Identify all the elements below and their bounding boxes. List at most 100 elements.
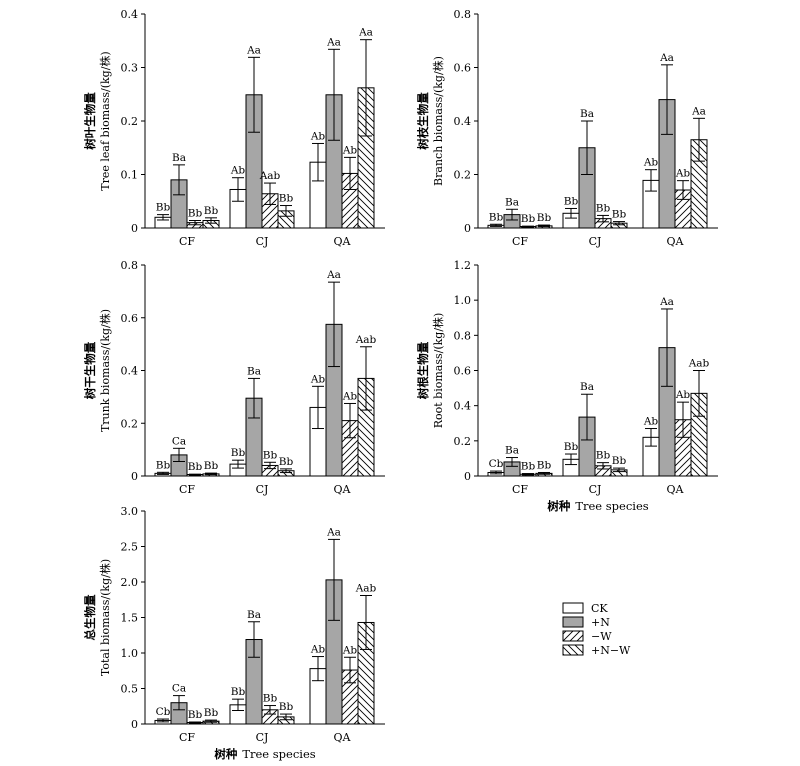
significance-label: Cb [489, 458, 504, 470]
x-tick-label: CJ [589, 235, 602, 248]
significance-label: Ab [342, 644, 358, 656]
significance-label: Aab [355, 334, 377, 346]
y-axis-title-cn: 树叶生物量 [83, 92, 97, 150]
significance-label: Bb [204, 707, 219, 719]
significance-label: Aab [259, 170, 281, 182]
y-tick-label: 0 [131, 718, 138, 731]
y-tick-label: 0.2 [454, 169, 472, 182]
significance-label: Ab [310, 644, 326, 656]
significance-label: Aa [326, 269, 341, 281]
significance-label: Ba [505, 196, 519, 208]
y-tick-label: 1.0 [454, 294, 472, 307]
x-tick-label: QA [667, 235, 685, 248]
significance-label: Ca [172, 683, 186, 695]
y-tick-label: 0.2 [121, 115, 139, 128]
significance-label: Bb [489, 211, 504, 223]
significance-label: Bb [537, 459, 552, 471]
y-tick-label: 0.4 [454, 115, 472, 128]
y-tick-label: 0.4 [121, 365, 139, 378]
y-tick-label: 1.5 [121, 612, 139, 625]
significance-label: Bb [188, 709, 203, 721]
y-tick-label: 0.6 [454, 365, 472, 378]
significance-label: Ba [505, 445, 519, 457]
y-tick-label: 0.2 [454, 435, 472, 448]
y-tick-label: 0 [464, 222, 471, 235]
significance-label: Bb [612, 209, 627, 221]
significance-label: Bb [263, 449, 278, 461]
x-tick-label: CJ [589, 483, 602, 496]
x-axis-title: 树种 Tree species [547, 499, 648, 513]
y-tick-label: 0.6 [454, 62, 472, 75]
significance-label: Ab [342, 144, 358, 156]
x-tick-label: QA [667, 483, 685, 496]
y-tick-label: 0.1 [121, 169, 139, 182]
significance-label: Bb [521, 213, 536, 225]
significance-label: Ab [310, 373, 326, 385]
significance-label: Ab [643, 416, 659, 428]
x-tick-label: QA [334, 483, 352, 496]
significance-label: Bb [231, 447, 246, 459]
significance-label: Aab [688, 358, 710, 370]
y-tick-label: 0.3 [121, 62, 139, 75]
y-tick-label: 2.0 [121, 576, 139, 589]
y-axis-title-cn: 树干生物量 [83, 341, 97, 399]
significance-label: Bb [564, 441, 579, 453]
y-axis-title-en: Total biomass/(kg/株) [98, 559, 112, 676]
x-tick-label: CF [179, 483, 195, 496]
significance-label: Ca [172, 435, 186, 447]
significance-label: Ab [230, 165, 246, 177]
x-axis-title-en: Tree species [242, 747, 315, 761]
y-tick-label: 0 [464, 470, 471, 483]
significance-label: Ba [247, 365, 261, 377]
significance-label: Bb [521, 461, 536, 473]
y-tick-label: 0.8 [454, 8, 472, 21]
significance-label: Ab [310, 130, 326, 142]
y-tick-label: 0.4 [121, 8, 139, 21]
significance-label: Aa [326, 526, 341, 538]
x-tick-label: CJ [256, 731, 269, 744]
y-axis-title-cn: 树根生物量 [416, 341, 430, 399]
significance-label: Bb [279, 456, 294, 468]
y-tick-label: 0.2 [121, 417, 139, 430]
panel-leaf: 0 0.1 0.2 0.3 0.4 CF CJ QA Bb Ab Ab Ba Aa Aa Bb Aab Ab Bb… [83, 8, 385, 248]
legend-label: −W [591, 630, 612, 643]
y-axis-title-en: Root biomass/(kg/株) [431, 313, 445, 429]
significance-label: Bb [156, 459, 171, 471]
significance-label: Aa [246, 44, 261, 56]
y-tick-label: 0.5 [121, 683, 139, 696]
significance-label: Ab [675, 168, 691, 180]
significance-label: Aa [659, 296, 674, 308]
significance-label: Aab [355, 582, 377, 594]
significance-label: Bb [279, 701, 294, 713]
significance-label: Ba [172, 152, 186, 164]
legend-swatch-2 [562, 630, 584, 642]
y-axis-title-cn: 树枝生物量 [416, 92, 430, 150]
significance-label: Cb [156, 706, 171, 718]
significance-label: Bb [537, 212, 552, 224]
x-tick-label: QA [334, 235, 352, 248]
x-tick-label: CF [512, 483, 528, 496]
x-tick-label: CF [179, 731, 195, 744]
legend-label: +N−W [591, 644, 631, 657]
y-tick-label: 0.4 [454, 400, 472, 413]
significance-label: Bb [596, 450, 611, 462]
significance-label: Bb [188, 208, 203, 220]
significance-label: Bb [156, 202, 171, 214]
x-axis-title-cn: 树种 [547, 499, 570, 513]
significance-label: Bb [612, 455, 627, 467]
x-tick-label: CJ [256, 235, 269, 248]
y-axis-title-cn: 总生物量 [83, 594, 97, 640]
significance-label: Bb [596, 202, 611, 214]
panel-total: 00.51.01.52.02.53.0CF CJ QACbBbAbCaBaAaBbB… [83, 505, 385, 761]
significance-label: Ab [643, 157, 659, 169]
y-tick-label: 1.2 [454, 259, 472, 272]
x-tick-label: CF [179, 235, 195, 248]
significance-label: Bb [263, 693, 278, 705]
legend-swatch-1 [562, 616, 584, 628]
y-axis-title-en: Tree leaf biomass/(kg/株) [98, 51, 112, 190]
y-axis-title-en: Branch biomass/(kg/株) [431, 56, 445, 186]
legend-swatch-0 [562, 602, 584, 614]
significance-label: Ba [580, 108, 594, 120]
